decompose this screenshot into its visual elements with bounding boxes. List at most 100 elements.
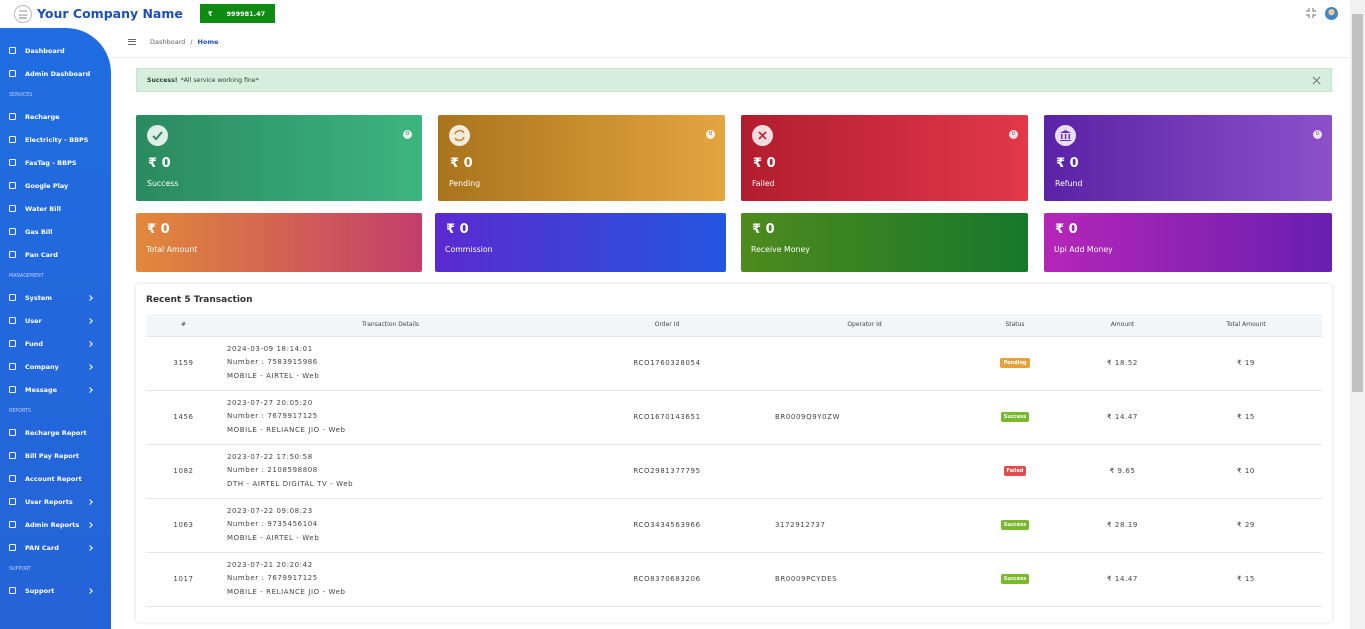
nav-item[interactable]: Fund xyxy=(0,332,111,355)
sidebar: Dashboard Admin Dashboard SERVICES Recharge… xyxy=(0,28,111,629)
nav-icon xyxy=(9,340,16,347)
crumb[interactable]: Dashboard xyxy=(150,38,186,46)
nav-item[interactable]: Electricity - BBPS xyxy=(0,128,111,151)
balance: 999981.47 xyxy=(226,9,266,18)
txn-id: 1017 xyxy=(146,552,221,607)
nav-item[interactable]: Bill Pay Report xyxy=(0,444,111,467)
avatar[interactable] xyxy=(1325,7,1338,20)
operator-id: BR0009PCYDES xyxy=(774,552,955,607)
nav-chevron xyxy=(87,587,93,594)
summary-card[interactable]: ₹ 0 Commission xyxy=(435,213,726,272)
card-label: Upi Add Money xyxy=(1054,245,1113,254)
icon-glyph xyxy=(454,129,465,142)
nav-label: Dashboard xyxy=(25,46,65,55)
transaction-row[interactable]: 1017 2023-07-21 20:20:42 Number : 76799171… xyxy=(146,552,1322,607)
nav-item[interactable]: Gas Bill xyxy=(0,220,111,243)
detail-line: Number : 2108598808 xyxy=(227,466,318,475)
nav-item[interactable]: Company xyxy=(0,355,111,378)
detail-line: MOBILE - RELIANCE JIO - Web xyxy=(227,587,346,596)
card-amount: ₹ 0 xyxy=(147,222,170,237)
nav-item[interactable]: Recharge Report xyxy=(0,421,111,444)
nav-item[interactable]: Account Report xyxy=(0,467,111,490)
scrollbar[interactable] xyxy=(1350,0,1365,629)
summary-card[interactable]: ₹ 0 Total Amount xyxy=(136,213,422,272)
txn-details: 2023-07-22 17:50:58 Number : 2108598808 DT… xyxy=(221,444,560,499)
scroll-thumb[interactable] xyxy=(1352,14,1363,392)
nav-icon xyxy=(9,70,16,77)
nav-item[interactable]: Message xyxy=(0,378,111,401)
nav-item[interactable]: FasTag - BBPS xyxy=(0,151,111,174)
order-id: RCO8370683206 xyxy=(560,552,774,607)
summary-card[interactable]: ₹ 0 Upi Add Money xyxy=(1044,213,1332,272)
nav-icon xyxy=(9,294,16,301)
alert-close[interactable] xyxy=(1312,76,1321,85)
card-amount: ₹ 0 xyxy=(446,222,469,237)
nav-label: Admin Reports xyxy=(25,520,80,529)
status-card[interactable]: 0 ₹ 0 Failed xyxy=(741,115,1028,201)
table-title: Recent 5 Transaction xyxy=(146,295,253,305)
fullscreen-icon[interactable] xyxy=(1306,8,1316,18)
card-label: Commission xyxy=(445,245,493,254)
nav-label: Message xyxy=(25,385,58,394)
detail-line: Number : 7679917125 xyxy=(227,412,318,421)
logo[interactable]: YOUR LOGO HERE xyxy=(14,5,32,23)
nav-icon xyxy=(9,136,16,143)
summary-card[interactable]: ₹ 0 Receive Money xyxy=(741,213,1028,272)
nav-item[interactable]: Pan Card xyxy=(0,243,111,266)
transaction-row[interactable]: 1063 2023-07-22 09:08:23 Number : 97354561… xyxy=(146,498,1322,553)
nav-label: Bill Pay Report xyxy=(25,451,80,460)
total-amount: ₹ 15 xyxy=(1170,390,1322,445)
column-header: Total Amount xyxy=(1170,314,1322,337)
transactions-card: Recent 5 Transaction # Transaction Detail… xyxy=(136,284,1332,622)
section-heading: MANAGEMENT xyxy=(9,274,44,279)
txn-id: 1456 xyxy=(146,390,221,445)
transaction-row[interactable]: 3159 2024-03-09 18:14:01 Number : 75839159… xyxy=(146,336,1322,391)
card-label: Total Amount xyxy=(146,245,198,254)
nav-icon xyxy=(9,544,16,551)
nav-item[interactable]: Admin Reports xyxy=(0,513,111,536)
icon-glyph xyxy=(1060,130,1071,141)
nav-icon xyxy=(9,363,16,370)
nav-item[interactable]: User xyxy=(0,309,111,332)
txn-id: 1082 xyxy=(146,444,221,499)
column-header: Status xyxy=(955,314,1075,337)
nav-item[interactable]: Admin Dashboard xyxy=(0,62,111,85)
operator-id: BR0009Q9Y0ZW xyxy=(774,390,955,445)
nav-icon xyxy=(9,159,16,166)
wallet-balance[interactable]: ₹999981.47 xyxy=(200,4,275,23)
status-card[interactable]: 0 ₹ 0 Pending xyxy=(438,115,725,201)
status-card[interactable]: 0 ₹ 0 Refund xyxy=(1044,115,1332,201)
transaction-row[interactable]: 1082 2023-07-22 17:50:58 Number : 21085988… xyxy=(146,444,1322,499)
card-badge: 0 xyxy=(1009,130,1018,139)
nav-item[interactable]: Support xyxy=(0,579,111,602)
nav-item[interactable]: User Reports xyxy=(0,490,111,513)
column-header: Order Id xyxy=(560,314,774,337)
nav-item[interactable]: Recharge xyxy=(0,105,111,128)
nav-item[interactable]: Google Play xyxy=(0,174,111,197)
company-name[interactable]: Your Company Name xyxy=(37,6,183,21)
nav-icon xyxy=(9,498,16,505)
detail-line: Number : 9735456104 xyxy=(227,520,318,529)
detail-line: Number : 7679917125 xyxy=(227,574,318,583)
status-card[interactable]: 0 ₹ 0 Success xyxy=(136,115,422,201)
nav-label: Water Bill xyxy=(25,204,61,213)
transactions-table: # Transaction Details Order Id Operator Id S… xyxy=(146,314,1322,607)
card-label: Pending xyxy=(449,179,481,188)
nav-item[interactable]: Dashboard xyxy=(0,39,111,62)
nav-item[interactable]: Water Bill xyxy=(0,197,111,220)
nav-item[interactable]: PAN Card xyxy=(0,536,111,559)
nav-label: Google Play xyxy=(25,181,69,190)
nav-icon xyxy=(9,475,16,482)
nav-item[interactable]: System xyxy=(0,286,111,309)
amount: ₹ 14.47 xyxy=(1075,390,1170,445)
menu-toggle[interactable] xyxy=(128,39,136,45)
nav-icon xyxy=(9,47,16,54)
nav-chevron xyxy=(87,294,93,301)
transaction-row[interactable]: 1456 2023-07-27 20:05:20 Number : 76799171… xyxy=(146,390,1322,445)
card-badge: 0 xyxy=(706,130,715,139)
nav-label: Recharge xyxy=(25,112,60,121)
nav-icon xyxy=(9,228,16,235)
status-badge: Success xyxy=(1000,520,1030,530)
operator-id xyxy=(774,336,955,391)
